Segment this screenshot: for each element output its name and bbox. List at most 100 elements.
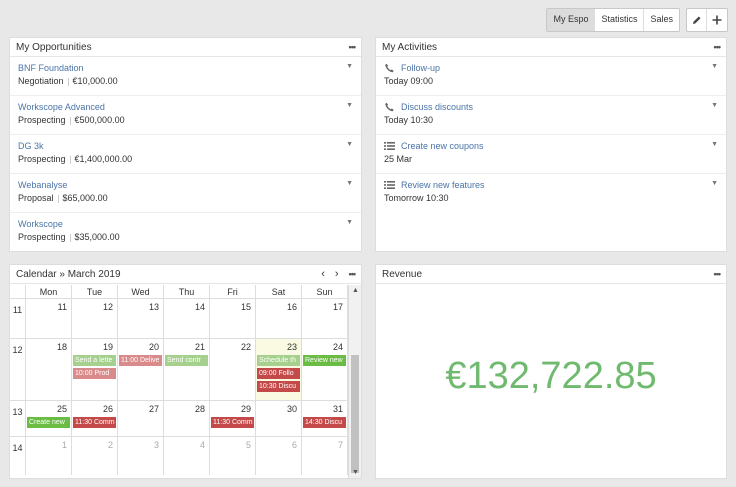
weekday-label: Mon	[26, 285, 72, 298]
opportunity-stage: Prospecting	[18, 115, 66, 125]
panel-menu-icon[interactable]: •••	[348, 42, 357, 52]
opportunities-header: My Opportunities •••	[10, 38, 361, 57]
panel-menu-icon[interactable]: •••	[713, 269, 722, 279]
day-cell[interactable]: 14	[164, 299, 210, 338]
divider	[67, 77, 69, 86]
day-cell[interactable]: 2	[72, 437, 118, 475]
day-number: 17	[332, 302, 343, 312]
weekday-label: Wed	[118, 285, 164, 298]
week-number: 12	[10, 339, 26, 400]
calendar-event[interactable]: 09:00 Follo	[257, 368, 300, 379]
day-number: 4	[199, 440, 205, 450]
day-cell[interactable]: 7	[302, 437, 348, 475]
calendar-event[interactable]: 11:00 Delive	[119, 355, 162, 366]
day-cell[interactable]: 22	[210, 339, 256, 400]
panel-menu-icon[interactable]: •••	[348, 269, 357, 279]
day-cell[interactable]: 15	[210, 299, 256, 338]
day-cell[interactable]: 17	[302, 299, 348, 338]
day-cell[interactable]: 12	[72, 299, 118, 338]
edit-dashboard-button[interactable]	[687, 9, 707, 31]
calendar-event[interactable]: Send a lette	[73, 355, 116, 366]
calendar-event[interactable]: 10:00 Prod	[73, 368, 116, 379]
day-cell[interactable]: 28	[164, 401, 210, 436]
opportunity-link[interactable]: Workscope Advanced	[18, 102, 105, 112]
day-number: 12	[102, 302, 113, 312]
calendar-event[interactable]: Create new	[27, 417, 70, 428]
activity-link[interactable]: Follow-up	[401, 63, 441, 73]
day-cell[interactable]: 21 Send contr	[164, 339, 210, 400]
weekday-label: Thu	[164, 285, 210, 298]
opportunity-link[interactable]: Webanalyse	[18, 180, 68, 190]
day-cell[interactable]: 16	[256, 299, 302, 338]
tab-statistics[interactable]: Statistics	[595, 9, 645, 31]
chevron-down-icon[interactable]: ▼	[711, 63, 718, 70]
calendar-event[interactable]: 10:30 Discu	[257, 381, 300, 392]
calendar-event[interactable]: Send contr	[165, 355, 208, 366]
tab-sales[interactable]: Sales	[650, 14, 673, 24]
day-number: 22	[240, 342, 251, 352]
day-cell[interactable]: 13	[118, 299, 164, 338]
day-cell-today[interactable]: 23 Schedule th 09:00 Follo 10:30 Discu	[256, 339, 302, 400]
opportunity-stage: Prospecting	[18, 154, 66, 164]
day-cell[interactable]: 19 Send a lette 10:00 Prod	[72, 339, 118, 400]
opportunity-amount: €10,000.00	[72, 76, 118, 86]
calendar-event[interactable]: Schedule th	[257, 355, 300, 366]
chevron-down-icon[interactable]: ▼	[346, 102, 353, 109]
day-cell[interactable]: 5	[210, 437, 256, 475]
chevron-left-icon[interactable]: ‹	[321, 268, 325, 280]
calendar-event[interactable]: 14:30 Discu	[303, 417, 346, 428]
day-cell[interactable]: 25 Create new	[26, 401, 72, 436]
chevron-down-icon[interactable]: ▼	[346, 141, 353, 148]
chevron-down-icon[interactable]: ▼	[711, 102, 718, 109]
plus-icon	[712, 15, 722, 25]
day-number: 29	[240, 404, 251, 414]
day-cell[interactable]: 18	[26, 339, 72, 400]
opportunity-link[interactable]: BNF Foundation	[18, 63, 84, 73]
day-cell[interactable]: 26 11:30 Comm	[72, 401, 118, 436]
scroll-thumb[interactable]	[351, 355, 359, 473]
day-number: 26	[102, 404, 113, 414]
opportunity-link[interactable]: Workscope	[18, 219, 63, 229]
activity-link[interactable]: Review new features	[401, 180, 485, 190]
calendar-scrollbar[interactable]: ▲ ▼	[348, 285, 361, 478]
day-number: 11	[57, 302, 67, 312]
opportunity-amount: €1,400,000.00	[74, 154, 133, 164]
chevron-down-icon[interactable]: ▼	[711, 180, 718, 187]
day-cell[interactable]: 27	[118, 401, 164, 436]
calendar-grid: Mon Tue Wed Thu Fri Sat Sun 11 11 12 13 …	[10, 285, 348, 475]
activities-panel: My Activities ••• Follow-up Today 09:00 …	[375, 37, 727, 252]
day-cell[interactable]: 11	[26, 299, 72, 338]
calendar-event[interactable]: 11:30 Comm	[73, 417, 116, 428]
activity-link[interactable]: Create new coupons	[401, 141, 484, 151]
list-item: DG 3k Prospecting €1,400,000.00 ▼	[10, 135, 361, 174]
list-item: Follow-up Today 09:00 ▼	[376, 57, 726, 96]
activity-link[interactable]: Discuss discounts	[401, 102, 474, 112]
panel-title: My Opportunities	[16, 41, 92, 53]
chevron-down-icon[interactable]: ▼	[711, 141, 718, 148]
scroll-up-icon[interactable]: ▲	[352, 287, 359, 294]
calendar-event[interactable]: Review new	[303, 355, 346, 366]
chevron-down-icon[interactable]: ▼	[346, 219, 353, 226]
day-number: 7	[337, 440, 343, 450]
day-cell[interactable]: 1	[26, 437, 72, 475]
tab-my-espo[interactable]: My Espo	[547, 9, 596, 31]
scroll-down-icon[interactable]: ▼	[352, 469, 359, 476]
day-cell[interactable]: 6	[256, 437, 302, 475]
day-cell[interactable]: 20 11:00 Delive	[118, 339, 164, 400]
day-cell[interactable]: 3	[118, 437, 164, 475]
opportunity-link[interactable]: DG 3k	[18, 141, 44, 151]
day-number: 5	[245, 440, 251, 450]
day-cell[interactable]: 29 11:30 Comm	[210, 401, 256, 436]
calendar-event[interactable]: 11:30 Comm	[211, 417, 254, 428]
day-cell[interactable]: 30	[256, 401, 302, 436]
revenue-value: €132,722.85	[445, 355, 657, 397]
day-cell[interactable]: 4	[164, 437, 210, 475]
opportunity-stage: Negotiation	[18, 76, 64, 86]
day-cell[interactable]: 31 14:30 Discu	[302, 401, 348, 436]
add-dashlet-button[interactable]	[707, 9, 727, 31]
day-cell[interactable]: 24 Review new	[302, 339, 348, 400]
chevron-right-icon[interactable]: ›	[334, 268, 339, 280]
chevron-down-icon[interactable]: ▼	[346, 63, 353, 70]
chevron-down-icon[interactable]: ▼	[346, 180, 353, 187]
panel-menu-icon[interactable]: •••	[713, 42, 722, 52]
